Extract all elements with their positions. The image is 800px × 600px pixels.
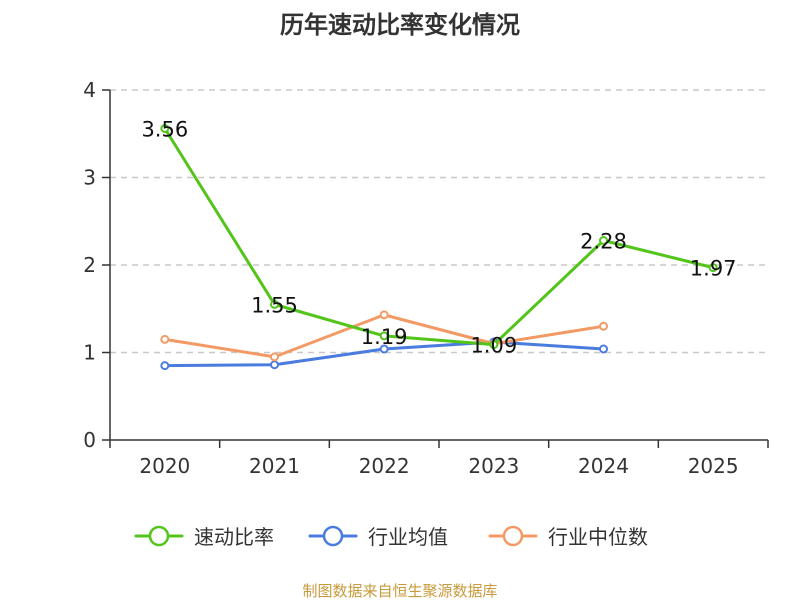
point-行业中位数-2022 xyxy=(379,310,389,320)
source-footer: 制图数据来自恒生聚源数据库 xyxy=(302,582,497,600)
axes: 0 1 2 3 4 2020 2021 2022 2023 2024 2025 xyxy=(83,78,769,478)
point-速动比率-2025 xyxy=(708,263,718,273)
grid-lines xyxy=(110,89,768,354)
legend-marker-速动比率 xyxy=(148,525,170,547)
legend-label-行业均值: 行业均值 xyxy=(368,525,448,549)
chart-title: 历年速动比率变化情况 xyxy=(280,11,520,39)
point-速动比率-2022 xyxy=(379,331,389,341)
series-layer xyxy=(160,124,718,371)
x-tick-label-2020: 2020 xyxy=(139,454,190,478)
legend-marker-行业中位数 xyxy=(502,525,524,547)
y-tick-label-4: 4 xyxy=(83,78,96,102)
point-行业中位数-2020 xyxy=(160,334,170,344)
data-label-速动比率-2022: 1.19 xyxy=(361,325,408,349)
x-tick-label-2021: 2021 xyxy=(249,454,300,478)
x-tick-label-2024: 2024 xyxy=(578,454,629,478)
data-label-速动比率-2021: 1.55 xyxy=(251,293,298,317)
data-labels: 3.56 1.55 1.19 1.09 2.28 1.97 xyxy=(141,118,736,358)
data-label-速动比率-2025: 1.97 xyxy=(690,257,737,281)
legend-label-速动比率: 速动比率 xyxy=(194,525,274,549)
x-tick-label-2023: 2023 xyxy=(468,454,519,478)
series-line-速动比率 xyxy=(163,127,715,347)
data-label-速动比率-2023: 1.09 xyxy=(470,334,517,358)
y-tick-label-3: 3 xyxy=(83,166,96,190)
legend-item-行业中位数[interactable]: 行业中位数 xyxy=(488,525,648,549)
legend[interactable]: 速动比率 行业均值 行业中位数 xyxy=(134,525,648,549)
point-速动比率-2021 xyxy=(270,299,279,309)
point-行业中位数-2024 xyxy=(599,321,608,331)
x-tick-label-2022: 2022 xyxy=(359,454,410,478)
y-tick-label-2: 2 xyxy=(83,253,96,277)
point-行业均值-2024 xyxy=(599,344,608,354)
point-速动比率-2024 xyxy=(599,236,608,245)
data-label-速动比率-2020: 3.56 xyxy=(141,118,188,142)
x-tick-label-2025: 2025 xyxy=(688,454,739,478)
point-行业均值-2022 xyxy=(379,344,389,354)
legend-label-行业中位数: 行业中位数 xyxy=(548,525,648,549)
y-tick-label-1: 1 xyxy=(83,341,96,365)
y-tick-label-0: 0 xyxy=(83,428,96,452)
legend-item-行业均值[interactable]: 行业均值 xyxy=(308,525,448,549)
legend-marker-行业均值 xyxy=(322,525,344,547)
point-行业均值-2021 xyxy=(270,360,279,370)
point-速动比率-2020 xyxy=(160,124,170,133)
point-速动比率-2023 xyxy=(489,340,499,350)
legend-item-速动比率[interactable]: 速动比率 xyxy=(134,525,274,549)
data-label-速动比率-2024: 2.28 xyxy=(580,230,627,254)
point-行业中位数-2021 xyxy=(270,352,279,362)
point-行业均值-2020 xyxy=(160,361,170,371)
